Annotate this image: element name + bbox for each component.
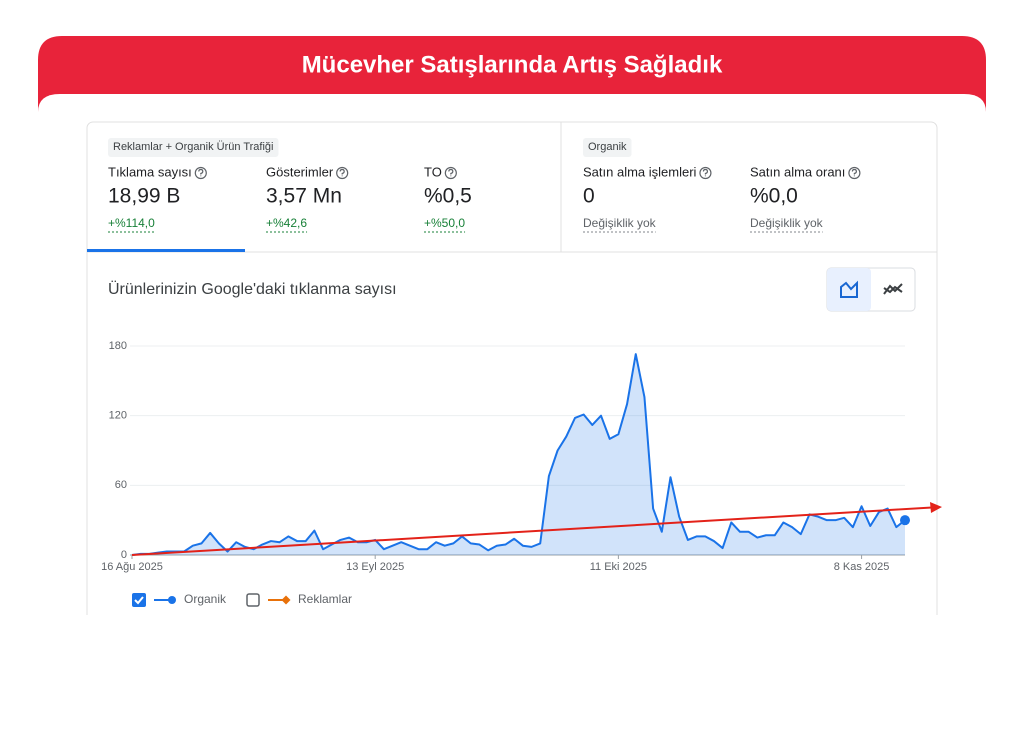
metric-name: Satın alma oranı xyxy=(750,164,845,179)
legend-check xyxy=(134,596,144,605)
group-label: Organik xyxy=(588,141,627,153)
area-icon xyxy=(840,280,858,298)
metric-value: %0,5 xyxy=(424,185,472,208)
metric-change: +%114,0 xyxy=(108,216,155,230)
help-icon xyxy=(194,166,207,180)
help-icon xyxy=(851,168,857,177)
area-view-button[interactable] xyxy=(827,268,871,311)
help-icon xyxy=(339,168,345,177)
legend-marker xyxy=(281,595,291,605)
tab-indicator xyxy=(87,249,245,252)
help-icon xyxy=(699,166,712,180)
header-title: Mücevher Satışlarında Artış Sağladık xyxy=(302,51,723,78)
trend-arrowhead xyxy=(930,502,942,513)
metric-name: Tıklama sayısı xyxy=(108,164,192,179)
help-icon xyxy=(448,168,454,177)
header-band xyxy=(38,36,986,112)
y-tick-label: 0 xyxy=(121,549,127,561)
x-tick-label: 11 Eki 2025 xyxy=(590,561,647,573)
x-tick-label: 16 Ağu 2025 xyxy=(101,561,163,573)
line-icon[interactable] xyxy=(883,283,903,295)
y-tick-label: 60 xyxy=(115,479,127,491)
y-tick-label: 180 xyxy=(109,340,127,352)
metric-change: Değişiklik yok xyxy=(750,216,824,230)
help-icon xyxy=(848,166,861,180)
metric-name: TO xyxy=(424,164,442,179)
group-chip xyxy=(583,138,632,157)
chart-title: Ürünlerinizin Google'daki tıklanma sayıs… xyxy=(108,280,397,298)
card-cutoff xyxy=(70,615,960,729)
metric-change: Değişiklik yok xyxy=(583,216,657,230)
line xyxy=(131,353,906,556)
help-icon xyxy=(336,166,349,180)
legend-checkbox[interactable] xyxy=(246,593,260,607)
legend-label: Organik xyxy=(184,592,227,606)
help-icon xyxy=(444,166,457,180)
group-label: Reklamlar + Organik Ürün Trafiği xyxy=(113,141,273,153)
metric-value: 0 xyxy=(583,185,595,208)
legend-label: Reklamlar xyxy=(298,592,352,606)
help-icon xyxy=(198,168,204,177)
legend-marker xyxy=(168,596,176,604)
metric-name: Gösterimler xyxy=(266,164,334,179)
legend-checkbox[interactable] xyxy=(132,593,146,607)
metric-change: +%42,6 xyxy=(266,216,307,230)
metric-change: +%50,0 xyxy=(424,216,465,230)
y-tick-label: 120 xyxy=(109,410,127,422)
metric-name: Satın alma işlemleri xyxy=(583,164,697,179)
metric-value: 3,57 Mn xyxy=(266,185,342,208)
x-tick-label: 8 Kas 2025 xyxy=(834,561,890,573)
x-tick-label: 13 Eyl 2025 xyxy=(346,561,404,573)
group-chip xyxy=(108,138,279,157)
help-icon xyxy=(702,168,709,177)
metric-value: %0,0 xyxy=(750,185,798,208)
trend-line xyxy=(131,506,933,556)
end-point xyxy=(900,515,910,526)
metric-value: 18,99 B xyxy=(108,185,180,208)
